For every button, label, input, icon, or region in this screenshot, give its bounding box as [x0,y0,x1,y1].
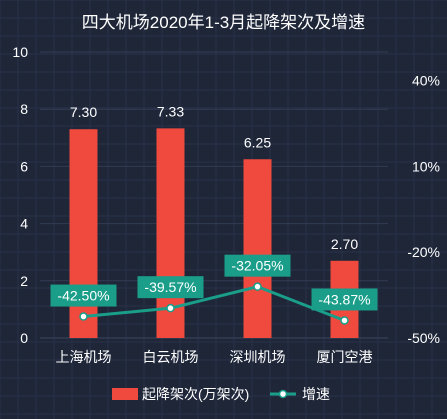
line-point [253,282,262,291]
chart-title: 四大机场2020年1-3月起降架次及增速 [82,13,365,32]
line-point [340,316,349,325]
left-axis-tick-label: 10 [12,44,28,60]
growth-value-label: -32.05% [231,258,283,274]
line-value-labels: -42.50% -39.57% -32.05% -43.87% [50,254,378,311]
bar-value-label: 7.30 [70,104,97,120]
line-point [166,303,175,313]
legend-item-bar[interactable]: 起降架次(万架次) [112,386,249,402]
bar [69,129,98,338]
x-axis-categories: 上海机场 白云机场 深圳机场 厦门空港 [56,349,373,365]
line-point [79,312,88,321]
right-axis-tick-label: -20% [407,244,440,260]
legend-label-line: 增速 [302,386,330,402]
right-axis-tick-label: -50% [407,330,440,346]
legend-swatch-point [278,389,288,399]
category-label: 厦门空港 [317,349,373,365]
left-axis-tick-label: 0 [20,330,28,346]
legend-item-line[interactable]: 增速 [270,386,330,402]
line-series [79,282,349,325]
left-axis-tick-label: 8 [20,101,28,117]
category-label: 白云机场 [143,349,199,365]
left-y-axis: 0 2 4 6 8 10 [12,44,388,346]
growth-line [83,285,346,322]
growth-label-box [50,284,117,307]
left-axis-tick-label: 6 [20,158,28,174]
growth-value-label: -43.87% [318,291,370,307]
growth-value-label: -39.57% [144,279,196,295]
bar-value-label: 7.33 [157,103,184,119]
bar-value-labels: 7.30 7.33 6.25 2.70 [70,103,358,251]
legend-swatch-bar [112,388,138,400]
bar [156,128,185,338]
right-axis-tick-label: 40% [412,73,440,89]
growth-value-label: -42.50% [57,288,109,304]
bar-value-label: 2.70 [331,236,358,252]
growth-label-box [137,276,204,299]
right-axis-tick-label: 10% [412,158,440,174]
left-axis-tick-label: 2 [20,273,28,289]
category-label: 上海机场 [56,349,112,365]
legend[interactable]: 起降架次(万架次) 增速 [112,386,330,402]
right-y-axis: -50% -20% 10% 40% [407,73,440,346]
growth-label-box [311,288,378,311]
bar-value-label: 6.25 [244,134,271,150]
left-axis-tick-label: 4 [20,216,28,232]
category-label: 深圳机场 [230,349,286,365]
growth-label-box [224,254,291,277]
bar [243,159,272,338]
legend-label-bar: 起降架次(万架次) [142,386,249,402]
